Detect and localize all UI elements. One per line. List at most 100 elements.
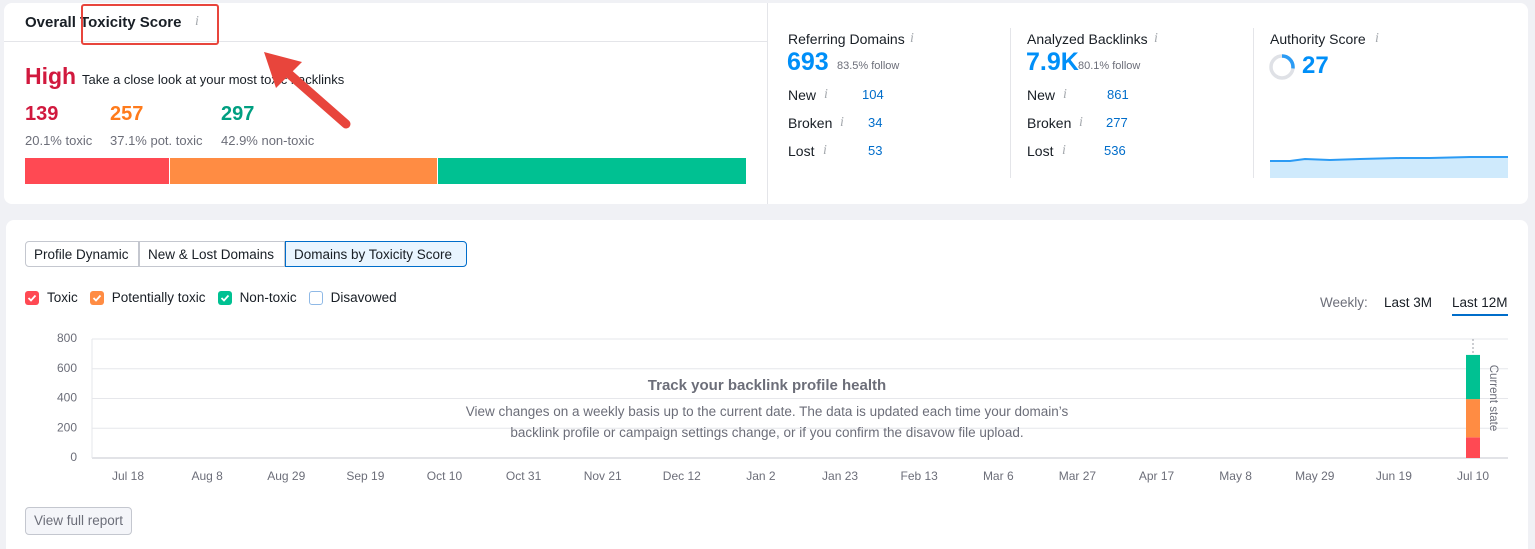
row-value[interactable]: 277 bbox=[1106, 115, 1128, 130]
x-tick-label: Jun 19 bbox=[1376, 469, 1412, 483]
x-tick-label: Jul 10 bbox=[1457, 469, 1489, 483]
row-label: New bbox=[1027, 87, 1056, 103]
x-tick-label: May 8 bbox=[1219, 469, 1252, 483]
row-label: Lost bbox=[1027, 143, 1054, 159]
bar-segment bbox=[1466, 399, 1480, 438]
pot-toxic-share: 37.1% pot. toxic bbox=[110, 133, 203, 148]
divider bbox=[1253, 28, 1254, 178]
info-icon[interactable]: i bbox=[195, 14, 199, 29]
card-title: Overall Toxicity Score bbox=[25, 14, 182, 31]
x-tick-label: Apr 17 bbox=[1139, 469, 1175, 483]
info-icon[interactable]: i bbox=[1154, 31, 1158, 46]
info-icon[interactable]: i bbox=[1062, 143, 1066, 158]
period-option[interactable]: Last 3M bbox=[1384, 295, 1433, 310]
y-tick-label: 800 bbox=[57, 331, 77, 345]
info-icon[interactable]: i bbox=[1079, 115, 1083, 130]
x-tick-label: Oct 31 bbox=[506, 469, 542, 483]
x-tick-label: Oct 10 bbox=[427, 469, 463, 483]
pot-toxic-count: 257 bbox=[110, 103, 144, 125]
toxicity-level: High bbox=[25, 63, 77, 89]
view-report-button[interactable]: View full report bbox=[25, 507, 133, 535]
toxic-count: 139 bbox=[25, 103, 59, 125]
row-label: Broken bbox=[788, 115, 833, 131]
y-tick-label: 400 bbox=[57, 391, 77, 405]
sparkline bbox=[1270, 156, 1508, 178]
highlight-box bbox=[81, 4, 219, 45]
legend-item[interactable]: Non-toxic bbox=[217, 290, 297, 305]
metric-total: 693 bbox=[787, 48, 829, 76]
non-toxic-share: 42.9% non-toxic bbox=[221, 133, 315, 148]
overlay-title: Track your backlink profile health bbox=[648, 377, 886, 394]
legend-label: Disavowed bbox=[330, 290, 397, 305]
x-tick-label: Aug 8 bbox=[191, 469, 223, 483]
toxicity-segment bbox=[169, 158, 437, 184]
row-value[interactable]: 53 bbox=[868, 143, 883, 158]
info-icon[interactable]: i bbox=[840, 115, 844, 130]
legend-checkbox bbox=[217, 290, 232, 305]
info-icon[interactable]: i bbox=[824, 87, 828, 102]
score-donut bbox=[1269, 54, 1295, 80]
overlay-text: View changes on a weekly basis up to the… bbox=[465, 404, 1069, 440]
period-option[interactable]: Last 12M bbox=[1452, 295, 1508, 316]
chart-card bbox=[6, 220, 1528, 549]
row-value[interactable]: 861 bbox=[1107, 87, 1129, 102]
legend-checkbox bbox=[308, 290, 323, 305]
follow-share: 83.5% follow bbox=[837, 60, 900, 72]
period-label: Weekly: bbox=[1320, 295, 1368, 310]
x-tick-label: Aug 29 bbox=[267, 469, 305, 483]
non-toxic-count: 297 bbox=[221, 103, 255, 125]
toxic-share: 20.1% toxic bbox=[25, 133, 93, 148]
x-tick-label: Jan 2 bbox=[746, 469, 776, 483]
row-label: Lost bbox=[788, 143, 815, 159]
tab[interactable]: New & Lost Domains bbox=[139, 241, 285, 267]
legend: Toxic Potentially toxic Non-toxic Disavowed bbox=[25, 290, 409, 305]
toxicity-segment bbox=[436, 158, 746, 184]
metric-title: Referring Domains bbox=[788, 31, 905, 47]
info-icon[interactable]: i bbox=[823, 143, 827, 158]
donut-arc bbox=[1269, 54, 1295, 80]
divider bbox=[4, 41, 767, 42]
x-tick-label: Jul 18 bbox=[112, 469, 144, 483]
tab[interactable]: Profile Dynamic bbox=[25, 241, 139, 267]
legend-label: Toxic bbox=[47, 290, 78, 305]
row-value[interactable]: 536 bbox=[1104, 143, 1126, 158]
row-label: Broken bbox=[1027, 115, 1072, 131]
legend-label: Potentially toxic bbox=[111, 290, 206, 305]
legend-item[interactable]: Toxic bbox=[25, 290, 78, 305]
x-tick-label: Jan 23 bbox=[822, 469, 858, 483]
info-icon[interactable]: i bbox=[1375, 31, 1379, 46]
legend-checkbox bbox=[89, 290, 104, 305]
x-tick-label: May 29 bbox=[1295, 469, 1335, 483]
info-icon[interactable]: i bbox=[910, 31, 914, 46]
row-value[interactable]: 104 bbox=[862, 87, 884, 102]
x-tick-label: Mar 6 bbox=[983, 469, 1014, 483]
bar-segment bbox=[1466, 437, 1480, 458]
x-tick-label: Sep 19 bbox=[346, 469, 384, 483]
x-tick-label: Mar 27 bbox=[1059, 469, 1097, 483]
x-tick-label: Feb 13 bbox=[900, 469, 938, 483]
y-tick-label: 600 bbox=[57, 361, 77, 375]
metric-total: 7.9K bbox=[1026, 48, 1079, 76]
x-tick-label: Dec 12 bbox=[663, 469, 701, 483]
legend-item[interactable]: Disavowed bbox=[308, 290, 397, 305]
toxicity-bar bbox=[25, 158, 746, 184]
y-tick-label: 0 bbox=[70, 450, 77, 464]
current-state-label: Current state bbox=[1487, 365, 1499, 431]
arrow-annotation bbox=[264, 52, 351, 129]
row-label: New bbox=[788, 87, 817, 103]
toxicity-segment bbox=[25, 158, 170, 184]
divider bbox=[767, 3, 768, 204]
y-tick-label: 200 bbox=[57, 420, 77, 434]
bar-segment bbox=[1466, 354, 1480, 400]
tab[interactable]: Domains by Toxicity Score bbox=[285, 241, 467, 267]
x-tick-label: Nov 21 bbox=[584, 469, 622, 483]
legend-item[interactable]: Potentially toxic bbox=[89, 290, 206, 305]
authority-value: 27 bbox=[1302, 52, 1329, 79]
legend-checkbox bbox=[25, 290, 39, 305]
info-icon[interactable]: i bbox=[1063, 87, 1067, 102]
row-value[interactable]: 34 bbox=[868, 115, 883, 130]
follow-share: 80.1% follow bbox=[1078, 60, 1141, 72]
metric-title: Authority Score bbox=[1270, 31, 1366, 47]
